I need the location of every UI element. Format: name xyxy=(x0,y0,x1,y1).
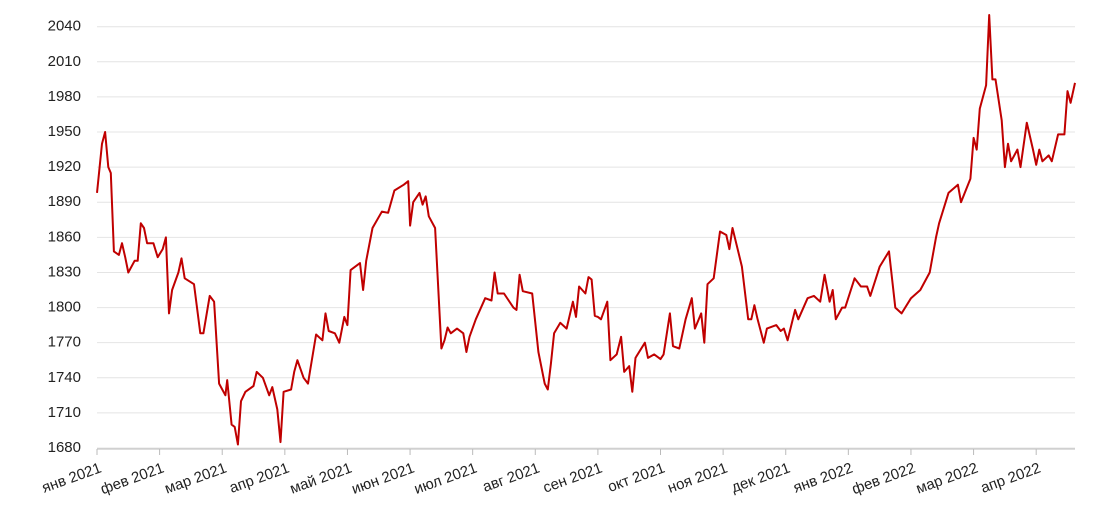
y-tick-label: 1950 xyxy=(48,123,81,140)
x-tick-label: янв 2022 xyxy=(791,460,855,497)
y-tick-label: 1770 xyxy=(48,334,81,351)
y-tick-label: 1890 xyxy=(48,193,81,210)
y-tick-label: 1830 xyxy=(48,263,81,280)
x-tick-label: фев 2021 xyxy=(98,460,166,499)
y-tick-label: 1800 xyxy=(48,299,81,316)
x-tick-label: окт 2021 xyxy=(606,460,668,496)
x-tick-label: сен 2021 xyxy=(541,460,605,497)
x-tick-label: мар 2022 xyxy=(914,460,980,498)
x-tick-label: май 2021 xyxy=(288,460,354,498)
y-tick-label: 1680 xyxy=(48,439,81,456)
y-tick-label: 2010 xyxy=(48,53,81,70)
y-tick-label: 1920 xyxy=(48,158,81,175)
x-tick-label: дек 2021 xyxy=(729,460,792,497)
x-tick-label: авг 2021 xyxy=(480,460,542,496)
y-tick-label: 1860 xyxy=(48,228,81,245)
x-tick-label: апр 2022 xyxy=(979,460,1043,497)
y-tick-label: 2040 xyxy=(48,18,81,35)
x-tick-label: апр 2021 xyxy=(227,460,291,497)
x-tick-label: июн 2021 xyxy=(349,460,416,498)
x-tick-label: мар 2021 xyxy=(162,460,228,498)
x-tick-label: фев 2022 xyxy=(850,460,918,499)
y-tick-label: 1710 xyxy=(48,404,81,421)
y-tick-label: 1980 xyxy=(48,88,81,105)
x-tick-label: июл 2021 xyxy=(412,460,479,498)
y-tick-label: 1740 xyxy=(48,369,81,386)
x-tick-label: ноя 2021 xyxy=(665,460,729,497)
x-tick-label: янв 2021 xyxy=(40,460,104,497)
price-line xyxy=(96,14,1076,446)
